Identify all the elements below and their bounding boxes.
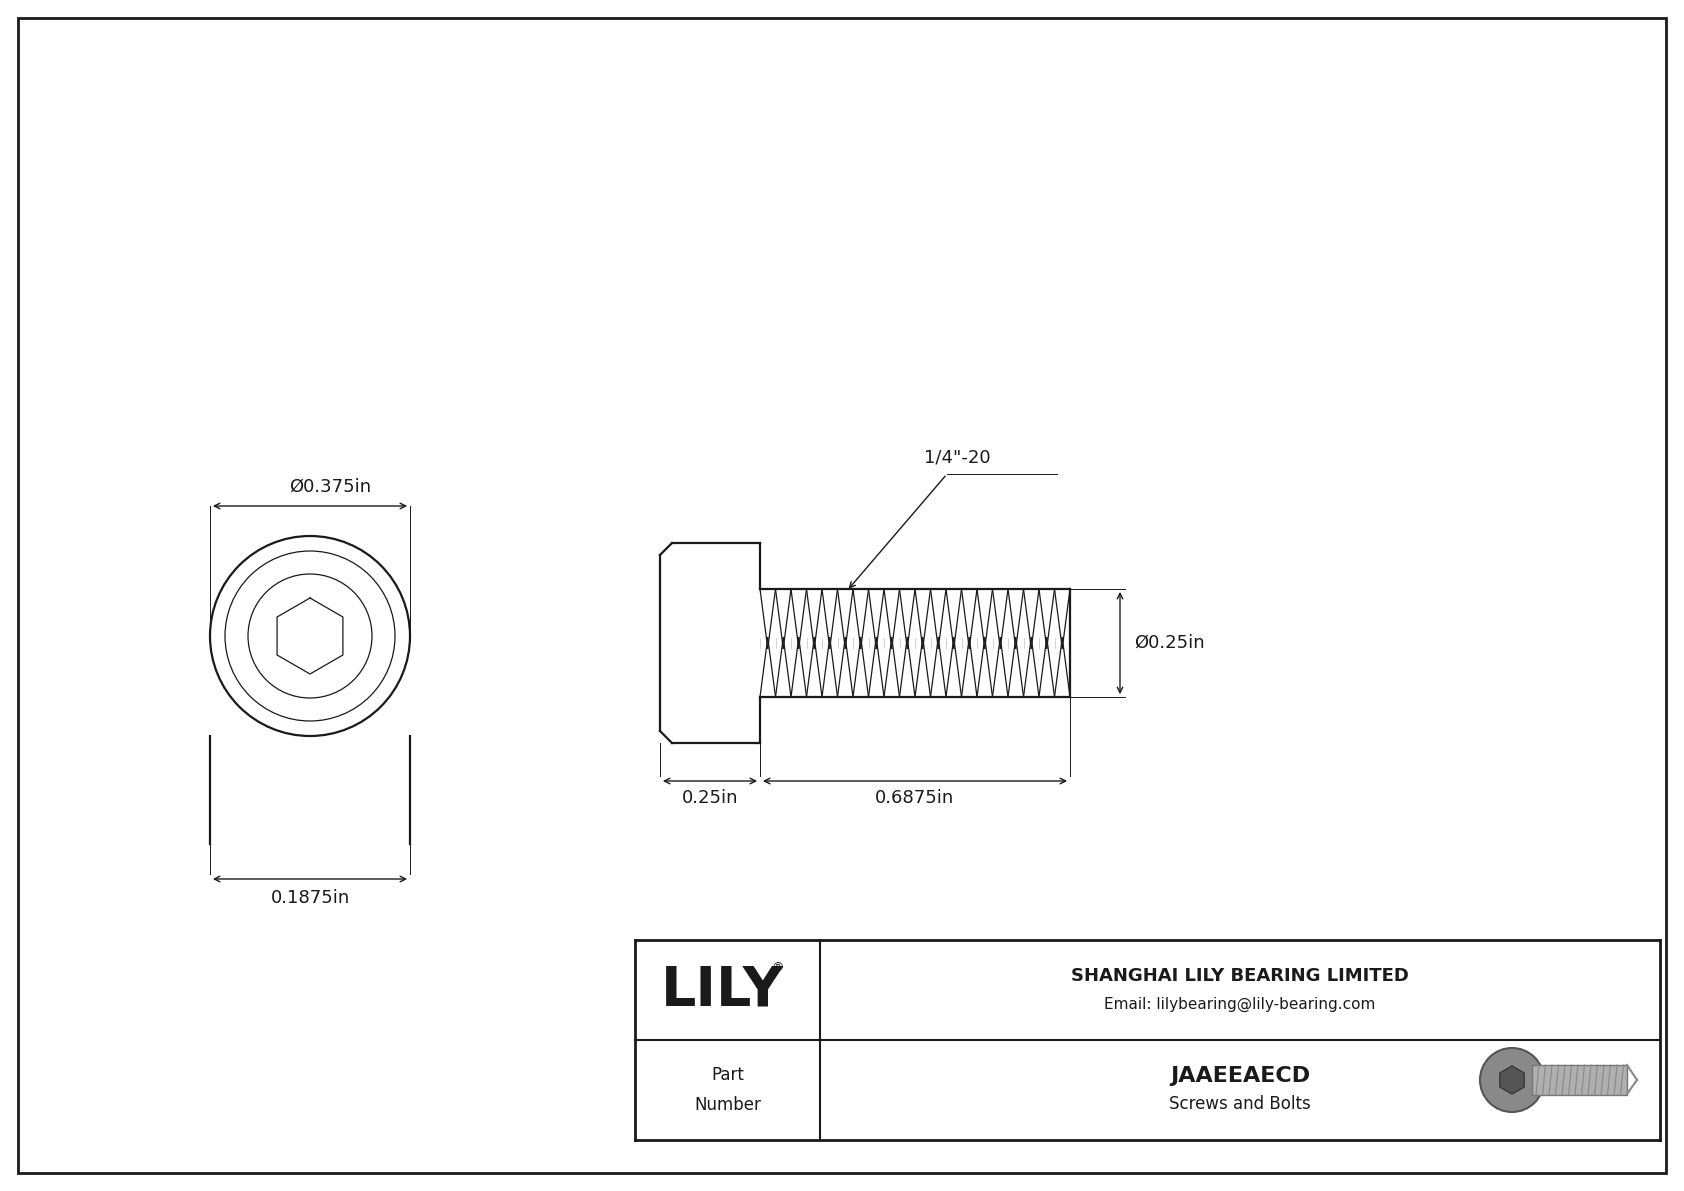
Text: JAAEEAECD: JAAEEAECD — [1170, 1066, 1310, 1086]
Polygon shape — [1500, 1066, 1524, 1095]
Text: Screws and Bolts: Screws and Bolts — [1169, 1095, 1310, 1114]
Bar — [1532, 1065, 1627, 1095]
Text: 1/4"-20: 1/4"-20 — [925, 448, 990, 466]
Text: Ø0.25in: Ø0.25in — [1133, 634, 1204, 651]
Text: Ø0.375in: Ø0.375in — [290, 478, 370, 495]
Text: ®: ® — [771, 961, 783, 974]
Text: Email: lilybearing@lily-bearing.com: Email: lilybearing@lily-bearing.com — [1105, 997, 1376, 1011]
Text: LILY: LILY — [662, 964, 785, 1017]
Circle shape — [1480, 1048, 1544, 1112]
Bar — [1532, 1065, 1627, 1095]
Text: Part
Number: Part Number — [694, 1066, 761, 1114]
Text: 0.6875in: 0.6875in — [876, 788, 955, 807]
Text: 0.25in: 0.25in — [682, 788, 738, 807]
Text: SHANGHAI LILY BEARING LIMITED: SHANGHAI LILY BEARING LIMITED — [1071, 967, 1410, 985]
Text: 0.1875in: 0.1875in — [271, 888, 350, 908]
